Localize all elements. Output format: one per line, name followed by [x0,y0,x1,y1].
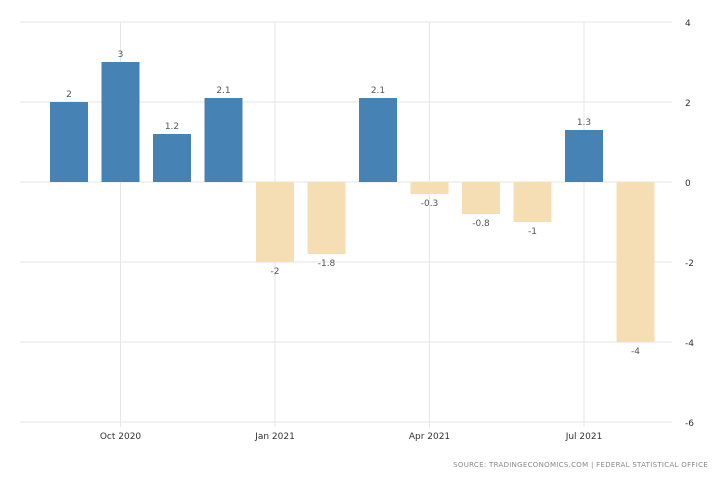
bar [204,98,243,182]
data-label: -4 [631,347,640,357]
data-label: -1.8 [318,259,336,269]
data-label: -0.8 [472,219,490,229]
data-label: -0.3 [421,199,439,209]
bar [307,182,346,254]
bar [462,182,500,214]
x-tick-label: Jan 2021 [254,432,295,442]
data-label: 2 [66,90,72,100]
data-label: 1.2 [165,122,179,132]
data-label: 3 [118,50,124,60]
bar [565,130,603,182]
x-tick-label: Oct 2020 [100,432,142,442]
x-tick-label: Jul 2021 [565,432,603,442]
bar [513,182,552,222]
data-label: 2.1 [216,86,230,96]
bar [616,182,655,342]
bar [359,98,397,182]
data-label: 1.3 [577,118,591,128]
y-tick-label: 0 [685,179,691,189]
y-tick-label: 2 [685,99,691,109]
data-label: -1 [528,227,537,237]
y-tick-label: -2 [685,259,694,269]
bar [50,102,88,182]
bar [153,134,191,182]
y-tick-label: -4 [685,339,694,349]
data-label: -2 [271,267,280,277]
bar [256,182,294,262]
y-tick-label: -6 [685,419,694,429]
bar [101,62,140,182]
y-tick-label: 4 [685,19,691,29]
bar [410,182,449,194]
x-tick-label: Apr 2021 [409,432,450,442]
data-label: 2.1 [371,86,385,96]
source-note: SOURCE: TRADINGECONOMICS.COM | FEDERAL S… [453,461,708,469]
